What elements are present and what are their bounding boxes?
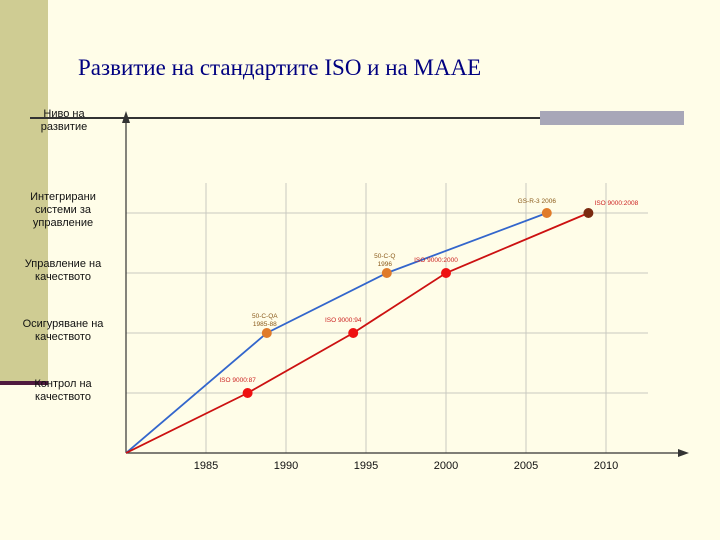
- data-point: [242, 388, 253, 398]
- y-category-label: Управление на качеството: [24, 258, 102, 283]
- data-point: [583, 208, 594, 218]
- series-line: [125, 212, 548, 454]
- x-tick-label: 2005: [514, 460, 538, 472]
- y-category-label: Контрол на качеството: [34, 378, 92, 403]
- data-label: 50-C-Q 1996: [374, 253, 395, 268]
- data-label: ISO 9000:2008: [595, 200, 639, 207]
- data-point: [348, 328, 359, 338]
- data-label: ISO 9000:2000: [414, 257, 458, 264]
- x-tick-label: 2010: [594, 460, 618, 472]
- data-point: [541, 208, 552, 218]
- title-accent-bar: [540, 111, 684, 125]
- side-divider: [0, 381, 48, 385]
- x-tick-label: 2000: [434, 460, 458, 472]
- slide-title: Развитие на стандартите ISO и на МААЕ: [78, 55, 482, 80]
- x-tick-label: 1990: [274, 460, 298, 472]
- data-label: ISO 9000:87: [219, 377, 256, 384]
- data-point: [261, 328, 272, 338]
- y-axis-title: Ниво на развитие: [40, 108, 88, 133]
- x-axis-arrow: [678, 449, 689, 457]
- data-point: [381, 268, 392, 278]
- side-band: [0, 0, 48, 383]
- data-label: ISO 9000:94: [325, 317, 362, 324]
- data-label: 50-C-QA 1985-88: [252, 313, 278, 328]
- y-category-label: Интегрирани системи за управление: [30, 191, 96, 229]
- y-axis-arrow: [122, 111, 130, 123]
- y-category-label: Осигуряване на качеството: [22, 318, 104, 343]
- title-rule: [30, 117, 684, 119]
- x-tick-label: 1995: [354, 460, 378, 472]
- data-point: [441, 268, 451, 278]
- data-label: GS-R-3 2006: [518, 198, 557, 205]
- x-tick-label: 1985: [194, 460, 218, 472]
